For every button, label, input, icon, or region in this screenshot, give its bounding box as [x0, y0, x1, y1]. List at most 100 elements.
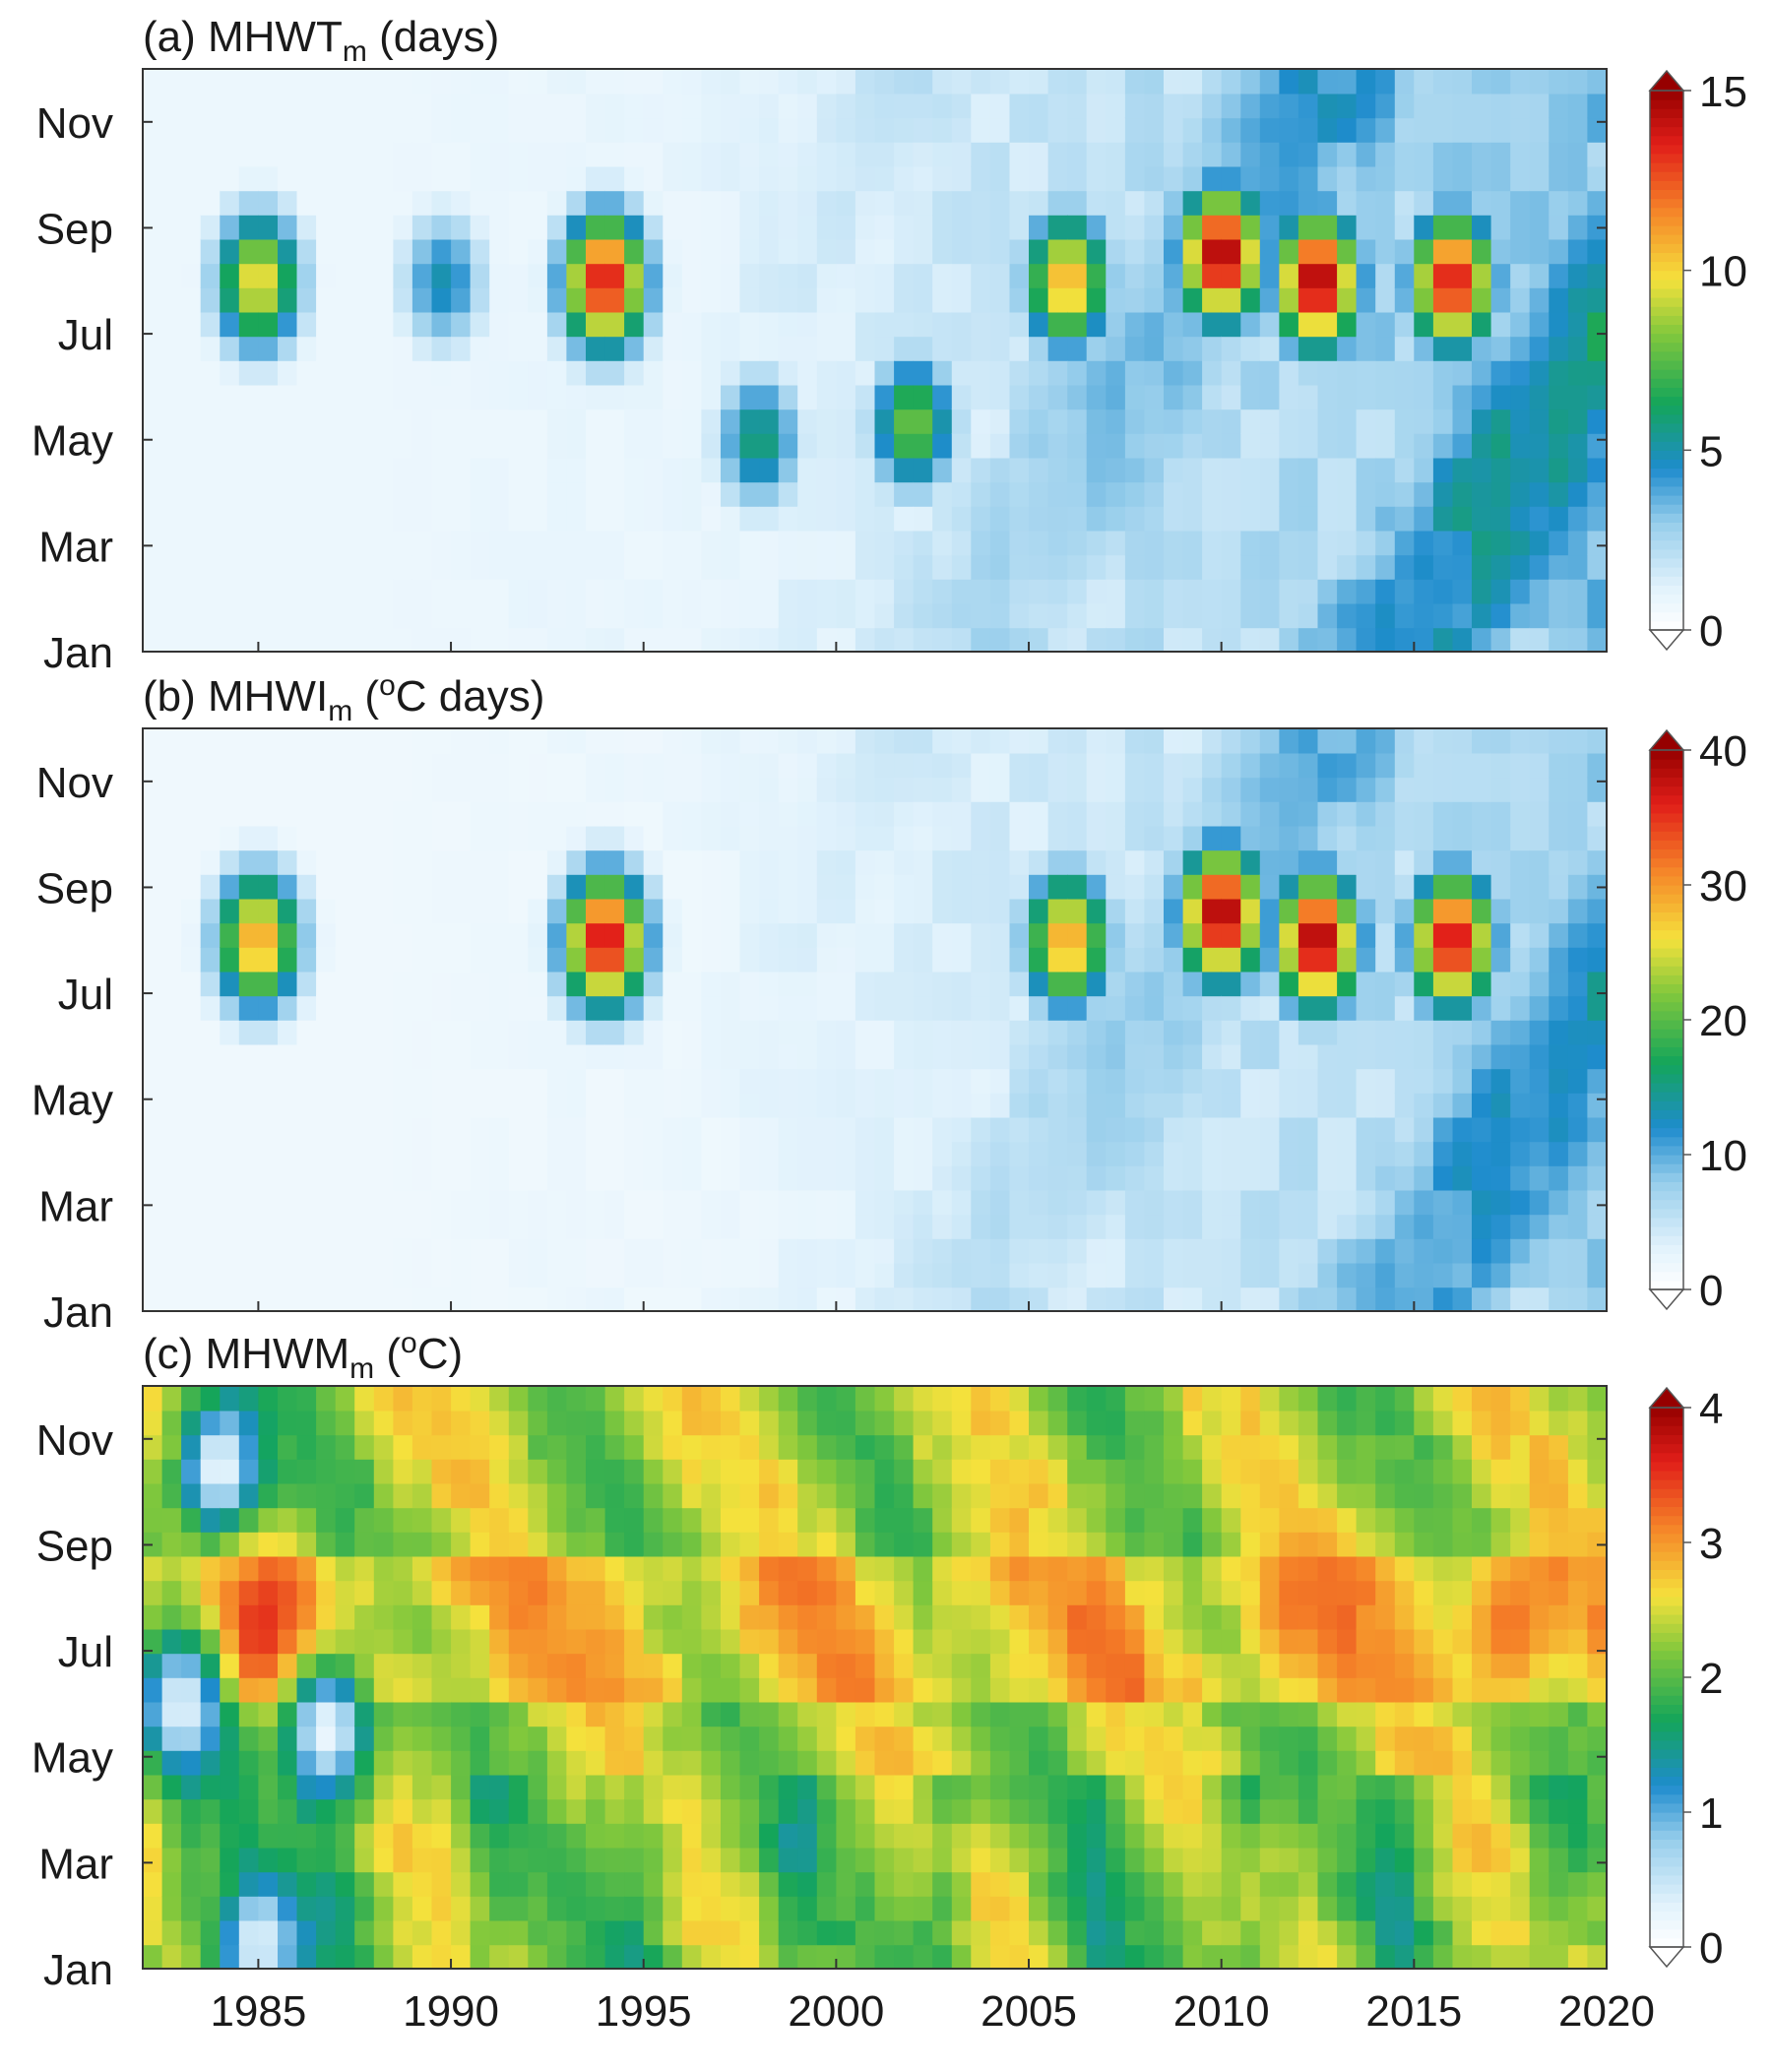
heatmap-cell	[1394, 752, 1416, 779]
heatmap-cell	[1259, 602, 1281, 629]
heatmap-cell	[354, 287, 375, 313]
heatmap-cell	[1047, 752, 1068, 779]
heatmap-cell	[1086, 69, 1108, 94]
colorbar-segment	[1650, 548, 1683, 559]
heatmap-cell	[220, 1165, 240, 1191]
heatmap-cell	[1432, 627, 1454, 652]
colorbar-max-arrow	[1648, 728, 1685, 751]
heatmap-cell	[1144, 1238, 1165, 1264]
heatmap-cell	[1029, 922, 1049, 948]
heatmap-cell	[1297, 215, 1319, 240]
heatmap-cell	[1452, 777, 1473, 802]
heatmap-cell	[1529, 287, 1550, 313]
heatmap-cell	[508, 215, 530, 240]
heatmap-cell	[489, 1214, 510, 1239]
heatmap-cell	[586, 825, 606, 851]
heatmap-cell	[586, 117, 606, 143]
heatmap-cell	[470, 554, 490, 580]
colorbar-segment	[1650, 1109, 1683, 1119]
heatmap-cell	[1452, 752, 1473, 779]
heatmap-cell	[643, 1459, 664, 1484]
heatmap-cell	[470, 801, 490, 827]
heatmap-cell	[759, 263, 780, 288]
heatmap-cell	[1356, 142, 1376, 167]
heatmap-cell	[1432, 93, 1454, 119]
heatmap-cell	[411, 530, 433, 556]
heatmap-cell	[1164, 142, 1184, 167]
heatmap-cell	[1029, 777, 1049, 802]
heatmap-cell	[1529, 1093, 1550, 1118]
heatmap-cell	[335, 874, 356, 900]
heatmap-cell	[1490, 627, 1511, 652]
heatmap-cell	[1297, 1238, 1319, 1264]
heatmap-cell	[1124, 433, 1146, 459]
heatmap-cell	[161, 530, 182, 556]
heatmap-cell	[238, 142, 260, 167]
heatmap-cell	[932, 874, 953, 900]
heatmap-cell	[721, 874, 741, 900]
heatmap-cell	[1221, 1214, 1242, 1239]
heatmap-cell	[894, 190, 915, 216]
heatmap-cell	[489, 752, 510, 779]
heatmap-cell	[1472, 1141, 1492, 1166]
heatmap-cell	[411, 1020, 433, 1045]
heatmap-cell	[874, 1482, 895, 1509]
heatmap-cell	[1047, 971, 1068, 997]
heatmap-cell	[1317, 311, 1338, 338]
heatmap-cell	[373, 263, 395, 288]
heatmap-cell	[1472, 874, 1492, 900]
heatmap-cell	[1106, 190, 1126, 216]
heatmap-cell	[451, 849, 472, 875]
heatmap-cell	[721, 579, 741, 604]
heatmap-cell	[373, 238, 395, 265]
heatmap-cell	[1221, 93, 1242, 119]
heatmap-cell	[1029, 457, 1049, 483]
heatmap-cell	[528, 117, 548, 143]
heatmap-cell	[489, 1386, 510, 1412]
heatmap-cell	[316, 1287, 337, 1311]
heatmap-cell	[1317, 627, 1338, 652]
heatmap-cell	[161, 1774, 182, 1800]
heatmap-cell	[951, 384, 973, 410]
heatmap-cell	[971, 1750, 991, 1776]
heatmap-cell	[1472, 360, 1492, 386]
heatmap-cell	[1047, 1189, 1068, 1216]
heatmap-cell	[874, 777, 895, 802]
heatmap-cell	[1356, 336, 1376, 361]
heatmap-cell	[528, 849, 548, 875]
heatmap-cell	[586, 215, 606, 240]
heatmap-cell	[932, 506, 953, 532]
heatmap-cell	[971, 1847, 991, 1873]
heatmap-cell	[739, 579, 760, 604]
heatmap-cell	[335, 263, 356, 288]
heatmap-cell	[393, 1896, 413, 1921]
heatmap-cell	[836, 1287, 856, 1311]
heatmap-cell	[393, 1555, 413, 1582]
heatmap-cell	[1106, 874, 1126, 900]
heatmap-cell	[721, 849, 741, 875]
heatmap-cell	[797, 1677, 818, 1703]
heatmap-cell	[1221, 215, 1242, 240]
heatmap-cell	[546, 1043, 568, 1070]
heatmap-cell	[411, 922, 433, 948]
heatmap-cell	[816, 336, 838, 361]
heatmap-cell	[1337, 752, 1358, 779]
heatmap-cell	[759, 1847, 780, 1873]
heatmap-cell	[258, 1919, 279, 1946]
heatmap-cell	[1259, 627, 1281, 652]
heatmap-cell	[278, 1141, 298, 1166]
heatmap-cell	[566, 263, 587, 288]
heatmap-cell	[508, 408, 530, 434]
heatmap-cell	[1529, 971, 1550, 997]
heatmap-cell	[373, 1386, 395, 1412]
heatmap-cell	[508, 457, 530, 483]
heatmap-cell	[1490, 1214, 1511, 1239]
colorbar-segment	[1650, 369, 1683, 379]
heatmap-cell	[316, 215, 337, 240]
heatmap-cell	[1529, 922, 1550, 948]
heatmap-cell	[778, 1944, 799, 1969]
heatmap-cell	[508, 602, 530, 629]
heatmap-cell	[1587, 971, 1607, 997]
heatmap-cell	[971, 1628, 991, 1655]
heatmap-cell	[220, 849, 240, 875]
